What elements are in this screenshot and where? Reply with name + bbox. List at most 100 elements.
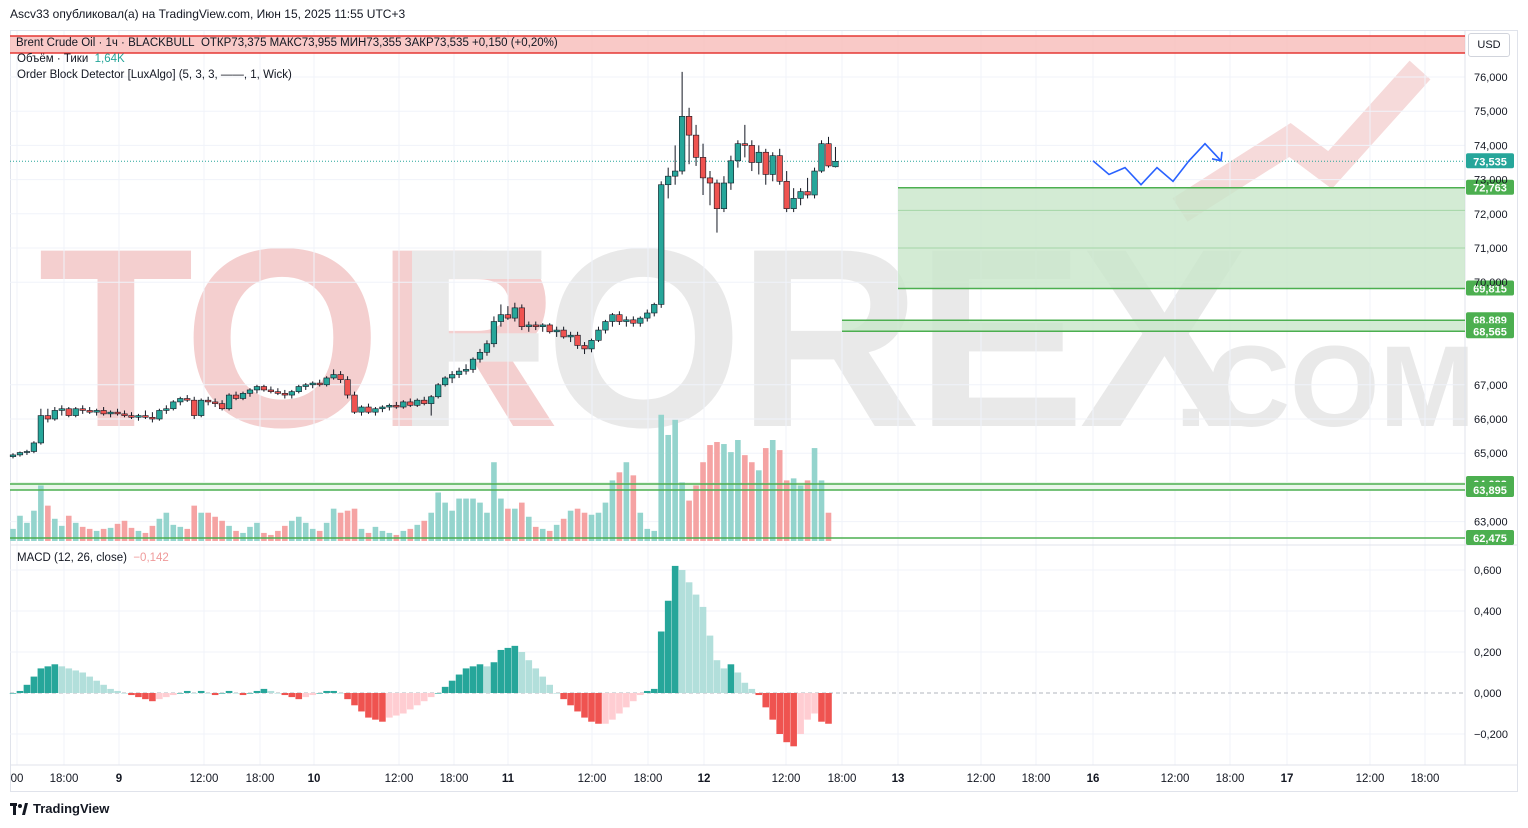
macd-histogram-bar xyxy=(260,688,268,693)
candle-body xyxy=(79,408,86,411)
candle-body xyxy=(198,399,205,416)
level-price-label-bg xyxy=(1466,482,1514,497)
candle-body xyxy=(588,340,595,350)
macd-histogram-bar xyxy=(302,693,310,698)
candle-body xyxy=(560,329,567,338)
candle-body xyxy=(776,155,783,182)
volume-bar xyxy=(24,522,30,541)
candle-body xyxy=(435,384,442,398)
volume-bar xyxy=(52,518,58,541)
candle-body xyxy=(553,329,560,333)
volume-bar xyxy=(560,518,567,541)
candle-body xyxy=(699,157,707,179)
macd-histogram-bar xyxy=(671,565,679,693)
volume-bar xyxy=(302,522,309,541)
candle-body xyxy=(504,314,511,319)
candle-body xyxy=(365,406,372,413)
candle-body xyxy=(212,401,219,404)
candle-body xyxy=(337,374,344,380)
candle-body xyxy=(16,452,24,456)
symbol-name[interactable]: Brent Crude Oil · 1ч · BLACKBULL xyxy=(16,37,195,49)
macd-histogram-bar xyxy=(197,690,205,693)
macd-histogram-bar xyxy=(295,693,303,700)
candle-body xyxy=(400,401,407,408)
candle-body xyxy=(497,314,505,322)
time-axis-label: 18:00 xyxy=(246,773,275,785)
macd-histogram-bar xyxy=(406,693,414,710)
macd-label[interactable]: MACD (12, 26, close) xyxy=(17,552,127,564)
candle-body xyxy=(267,389,274,392)
volume-bar xyxy=(693,485,699,541)
candle-body xyxy=(177,398,184,403)
volume-bar xyxy=(45,505,51,541)
candle-body xyxy=(191,399,198,416)
macd-histogram-bar xyxy=(685,582,693,693)
macd-histogram-bar xyxy=(609,693,616,720)
macd-histogram-bar xyxy=(546,684,553,693)
price-axis-label: 71,000 xyxy=(1474,243,1508,255)
time-axis-label: 13 xyxy=(892,773,905,785)
macd-histogram-bar xyxy=(107,688,114,693)
volume-value: 1,64K xyxy=(94,53,125,65)
candle-body xyxy=(107,411,114,415)
candle-body xyxy=(623,319,630,322)
watermark-text-red: TOR xyxy=(38,196,555,481)
volume-bar xyxy=(365,532,372,541)
candle-body xyxy=(239,393,247,399)
volume-bar xyxy=(79,526,86,541)
volume-bar xyxy=(679,482,685,541)
candle-body xyxy=(219,403,226,410)
volume-bar xyxy=(31,510,37,541)
volume-bar xyxy=(811,448,818,541)
macd-histogram-bar xyxy=(539,676,547,693)
macd-histogram-bar xyxy=(72,670,80,693)
order-block-zone xyxy=(898,187,1465,289)
candle-body xyxy=(93,410,100,413)
volume-bar xyxy=(38,485,44,541)
time-axis-label: 12:00 xyxy=(190,773,219,785)
candle-body xyxy=(449,374,456,379)
macd-histogram-bar xyxy=(762,693,770,708)
last-price-label-bg xyxy=(1466,153,1514,169)
tradingview-brand[interactable]: TradingView xyxy=(10,801,109,816)
candle-body xyxy=(462,369,470,372)
macd-histogram-bar xyxy=(706,635,714,693)
volume-bar xyxy=(198,512,204,541)
macd-axis-label: 0,000 xyxy=(1474,688,1502,700)
macd-histogram-bar xyxy=(664,600,672,693)
volume-bar xyxy=(776,450,783,541)
macd-histogram-bar xyxy=(358,693,365,712)
macd-histogram-bar xyxy=(567,693,574,706)
candle-body xyxy=(414,399,421,406)
time-axis-label: 18:00 xyxy=(828,773,857,785)
macd-histogram-bar xyxy=(163,693,170,698)
macd-histogram-bar xyxy=(755,693,763,696)
candle-body xyxy=(225,394,233,410)
volume-bar xyxy=(477,502,483,541)
macd-histogram-bar xyxy=(455,674,463,693)
macd-histogram-bar xyxy=(65,668,73,693)
volume-bar xyxy=(790,478,797,541)
volume-bar xyxy=(379,530,386,541)
level-price-label-bg xyxy=(1466,530,1514,545)
volume-bar xyxy=(337,512,344,541)
volume-bar xyxy=(86,528,93,541)
volume-bar xyxy=(658,414,665,541)
candle-body xyxy=(428,396,435,404)
volume-bar xyxy=(609,480,616,541)
macd-histogram-bar xyxy=(497,649,505,693)
volume-bar xyxy=(344,510,351,541)
currency-button[interactable]: USD xyxy=(1468,33,1510,57)
volume-bar xyxy=(289,520,295,541)
volume-bar xyxy=(58,525,65,541)
volume-label[interactable]: Объём · Тики xyxy=(17,53,89,65)
macd-histogram-bar xyxy=(783,693,790,743)
macd-histogram-bar xyxy=(128,693,135,696)
indicator-label[interactable]: Order Block Detector [LuxAlgo] (5, 3, 3,… xyxy=(17,69,292,81)
volume-bar xyxy=(212,516,218,541)
macd-histogram-bar xyxy=(351,693,358,706)
macd-histogram-bar xyxy=(434,693,442,694)
candle-body xyxy=(511,307,518,319)
macd-histogram-bar xyxy=(532,668,540,693)
